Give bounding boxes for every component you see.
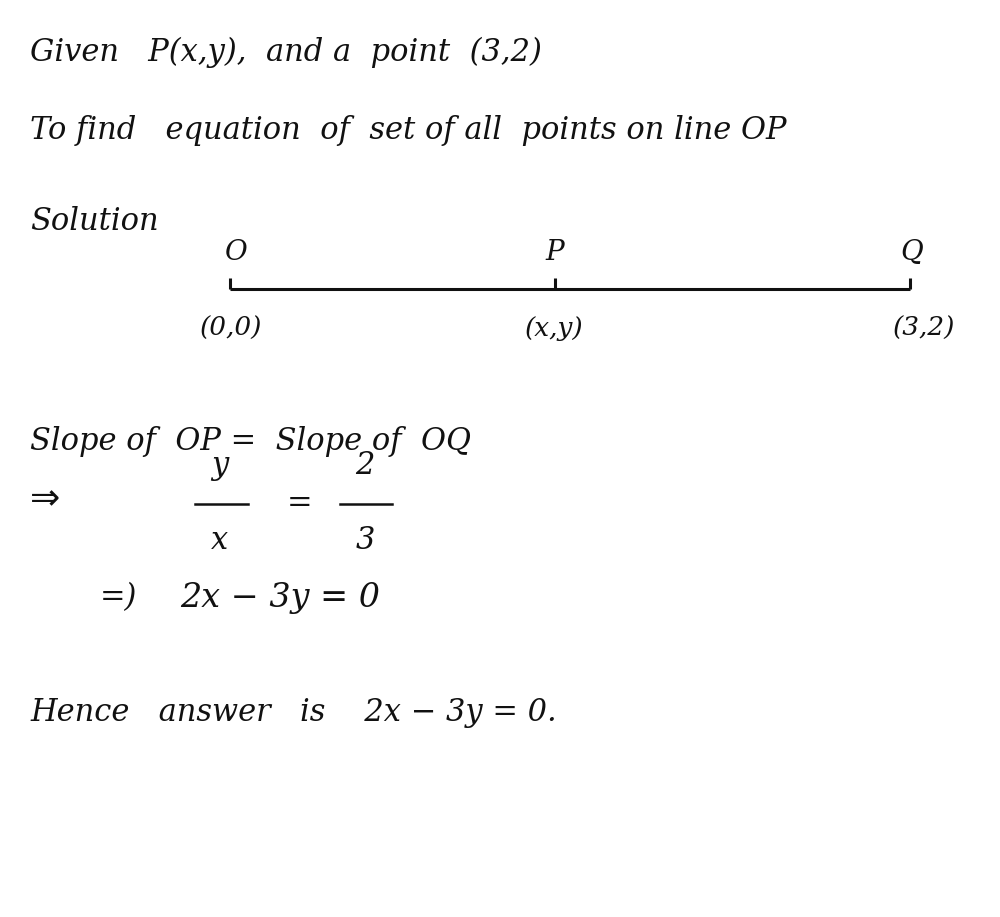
Text: (3,2): (3,2) [893, 316, 955, 341]
Text: 2x − 3y = 0: 2x − 3y = 0 [180, 582, 380, 614]
Text: x: x [211, 525, 229, 556]
Text: To find   equation  of  set of all  points on line OP: To find equation of set of all points on… [30, 115, 786, 146]
Text: Hence   answer   is    2x − 3y = 0.: Hence answer is 2x − 3y = 0. [30, 697, 557, 728]
Text: Given   P(x,y),  and a  point  (3,2): Given P(x,y), and a point (3,2) [30, 37, 542, 68]
Text: 2: 2 [355, 450, 375, 481]
Text: O: O [225, 239, 248, 266]
Text: y: y [211, 450, 229, 481]
Text: Solution: Solution [30, 206, 159, 238]
Text: ⇒: ⇒ [30, 482, 60, 517]
Text: Q: Q [900, 239, 923, 266]
Text: 3: 3 [355, 525, 375, 556]
Text: Slope of  OP =  Slope of  OQ: Slope of OP = Slope of OQ [30, 426, 471, 458]
Text: (0,0): (0,0) [200, 316, 262, 341]
Text: (x,y): (x,y) [525, 316, 584, 341]
Text: =: = [287, 488, 313, 519]
Text: =): =) [100, 582, 137, 613]
Text: P: P [545, 239, 564, 266]
